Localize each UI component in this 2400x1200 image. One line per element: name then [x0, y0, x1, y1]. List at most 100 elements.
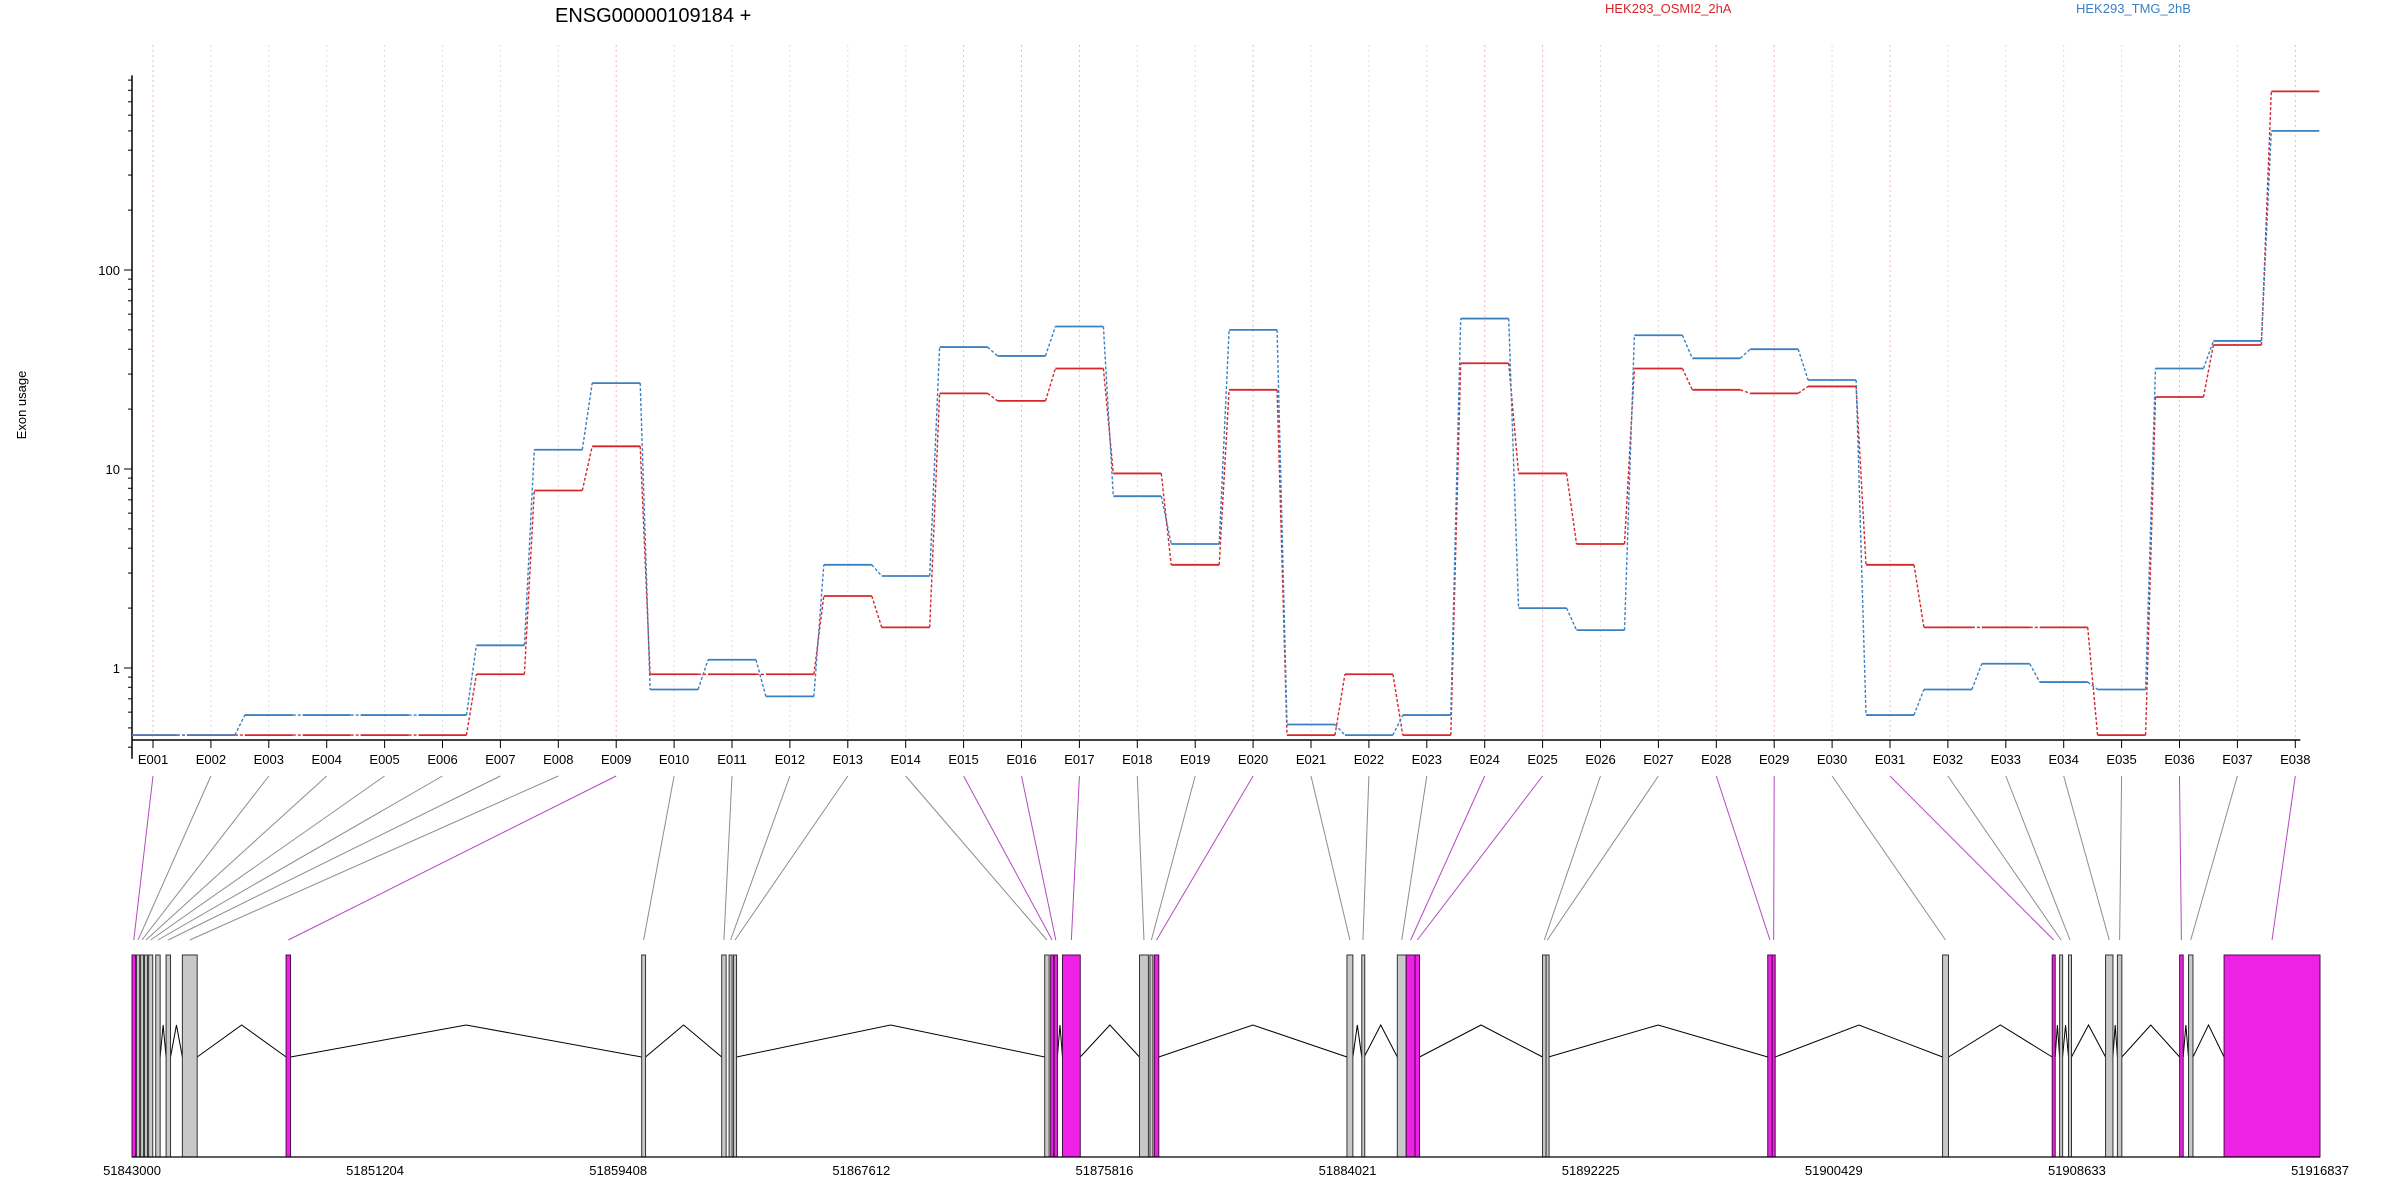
series-connector-a	[1044, 368, 1057, 402]
intron-line	[159, 1024, 167, 1058]
exon-box	[155, 954, 161, 1158]
exon-connector	[2271, 775, 2296, 941]
series-connector-a	[1160, 473, 1172, 565]
series-connector-b	[1392, 714, 1404, 736]
exon-connector	[905, 775, 1048, 941]
exon-box	[165, 954, 172, 1158]
exon-connector	[1070, 775, 1080, 941]
genomic-coordinate-label: 51916837	[2291, 1163, 2349, 1178]
series-connector-b	[1623, 335, 1636, 631]
exon-box	[2105, 954, 2114, 1158]
series-connector-b	[1508, 318, 1520, 609]
series-connector-a	[1508, 363, 1520, 474]
series-connector-b	[523, 449, 535, 646]
series-connector-b	[929, 347, 941, 577]
x-tick-label: E025	[1527, 752, 1557, 767]
x-tick-label: E024	[1470, 752, 1500, 767]
exon-connector	[189, 775, 559, 941]
exon-box	[1149, 954, 1154, 1158]
exon-box	[148, 954, 154, 1158]
intron-line	[1363, 1023, 1398, 1058]
x-tick-label: E001	[138, 752, 168, 767]
intron-line	[1419, 1024, 1543, 1058]
exon-box	[1346, 954, 1354, 1158]
genomic-coordinate-label: 51900429	[1805, 1163, 1863, 1178]
genomic-coordinate-label: 51884021	[1319, 1163, 1377, 1178]
intron-line	[2121, 1024, 2181, 1058]
exon-connector	[1546, 775, 1659, 941]
series-connector-a	[1102, 368, 1114, 474]
series-connector-b	[1565, 607, 1578, 631]
exon-connector	[1136, 775, 1145, 941]
exon-connector	[1310, 775, 1351, 941]
x-tick-label: E035	[2106, 752, 2136, 767]
series-connector-b	[1855, 379, 1867, 716]
x-tick-label: E012	[775, 752, 805, 767]
genomic-coordinate-label: 51892225	[1562, 1163, 1620, 1178]
chart-title: ENSG00000109184 +	[555, 5, 751, 27]
series-connector-b	[1681, 334, 1693, 359]
y-tick-label: 100	[98, 263, 120, 278]
exon-connector	[1362, 775, 1370, 941]
exon-connectors	[133, 775, 2296, 941]
exon-connector	[1889, 775, 2055, 941]
exon-box	[1396, 954, 1407, 1158]
exon-box	[641, 954, 647, 1158]
intron-line	[2071, 1023, 2106, 1058]
series-connector-b	[987, 346, 998, 357]
x-tick-label: E010	[659, 752, 689, 767]
intron-line	[2112, 1024, 2118, 1058]
x-tick-label: E019	[1180, 752, 1210, 767]
x-tick-label: E021	[1296, 752, 1326, 767]
intron-line	[1352, 1024, 1363, 1058]
exon-box	[1771, 954, 1776, 1158]
series-connector-b	[871, 564, 883, 577]
series-connector-b	[1739, 348, 1751, 359]
x-tick-label: E036	[2164, 752, 2194, 767]
series-connector-b	[755, 659, 767, 697]
series-connector-b	[1797, 348, 1809, 381]
series-connector-b	[1102, 326, 1114, 497]
intron-line	[2062, 1024, 2070, 1058]
intron-line	[1548, 1024, 1768, 1058]
intron-line	[2054, 1024, 2061, 1058]
exon-box	[721, 954, 727, 1158]
exon-connector	[145, 775, 328, 941]
exon-box	[1053, 954, 1058, 1158]
series-connector-a	[987, 392, 998, 402]
x-tick-label: E002	[196, 752, 226, 767]
series-connector-b	[639, 383, 651, 690]
exon-box	[1545, 954, 1550, 1158]
genomic-coordinates: 51843000 51851204 51859408 51867612 51875816…	[103, 1156, 2349, 1178]
intron-line	[290, 1024, 642, 1058]
intron-line	[196, 1024, 287, 1058]
exon-connector	[2119, 775, 2123, 941]
x-tick-label: E038	[2280, 752, 2310, 767]
x-tick-label: E004	[312, 752, 342, 767]
intron-line	[1056, 1024, 1063, 1058]
exon-connector	[1150, 775, 1196, 941]
exon-connector	[1715, 775, 1771, 941]
x-tick-label: E007	[485, 752, 515, 767]
exon-box	[143, 954, 148, 1158]
series-connector-b	[2202, 340, 2215, 369]
x-tick-label: E015	[948, 752, 978, 767]
x-tick-label: E009	[601, 752, 631, 767]
series-connector-a	[1740, 389, 1751, 394]
exon-box	[2188, 954, 2194, 1158]
exon-box	[2059, 954, 2064, 1158]
exon-box	[135, 954, 141, 1158]
series-connector-a	[1681, 368, 1693, 391]
exon-box	[2051, 954, 2056, 1158]
intron-line	[2182, 1024, 2190, 1058]
series-connector-b	[1450, 318, 1462, 716]
exon-box	[1061, 954, 1081, 1158]
exon-connector	[1773, 775, 1775, 941]
exon-box	[1050, 954, 1055, 1158]
series-lines	[132, 90, 2320, 737]
exon-connector	[288, 775, 617, 941]
series-connector-b	[1276, 329, 1288, 725]
x-tick-label: E008	[543, 752, 573, 767]
series-connector-a	[1855, 386, 1867, 565]
